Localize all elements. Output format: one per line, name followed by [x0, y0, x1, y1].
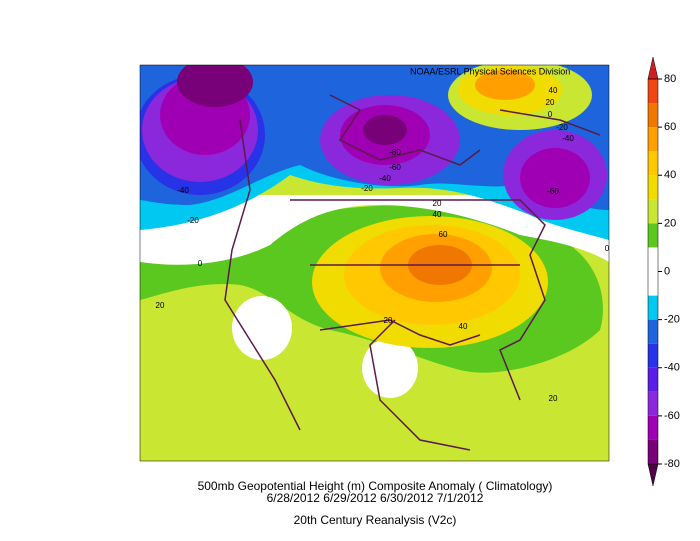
map — [140, 65, 609, 461]
colorbar-tick-label: -20 — [664, 314, 680, 326]
anomaly-zone — [232, 296, 292, 360]
contour-label: -40 — [562, 134, 574, 143]
contour-label: 0 — [198, 259, 203, 268]
contour-label: 0 — [548, 110, 553, 119]
colorbar-segment — [648, 223, 658, 248]
credit: NOAA/ESRL Physical Sciences Division — [410, 66, 570, 76]
contour-label: 20 — [549, 394, 558, 403]
map-frame — [139, 64, 610, 462]
colorbar-segment — [648, 391, 658, 416]
colorbar-segment — [648, 343, 658, 368]
colorbar-segment — [648, 199, 658, 224]
colorbar-segment — [648, 367, 658, 392]
contour-label: 0 — [605, 244, 610, 253]
colorbar-tick-label: -80 — [664, 458, 680, 470]
caption-title: 500mb Geopotential Height (m) Composite … — [198, 479, 553, 493]
anomaly-zone — [363, 115, 407, 145]
colorbar-segment — [648, 439, 658, 464]
contour-label: -20 — [556, 123, 568, 132]
anomaly-zone — [177, 65, 253, 107]
contour-label: 40 — [549, 86, 558, 95]
colorbar-tick-label: 20 — [664, 217, 676, 229]
colorbar-segment — [648, 271, 658, 296]
land-outline — [329, 94, 601, 166]
colorbar-segment — [648, 247, 658, 272]
colorbar-tick-label: 60 — [664, 121, 676, 133]
contour-label: -20 — [187, 216, 199, 225]
contour-label: 40 — [433, 210, 442, 219]
anomaly-zone — [362, 338, 418, 398]
colorbar-tick-label: 40 — [664, 169, 676, 181]
caption-source: 20th Century Reanalysis (V2c) — [294, 513, 457, 527]
colorbar-segment — [648, 127, 658, 152]
colorbar-segment — [648, 319, 658, 344]
land-outline — [224, 119, 546, 451]
contour-label: 20 — [156, 301, 165, 310]
colorbar-segment — [648, 415, 658, 440]
caption-dates: 6/28/2012 6/29/2012 6/30/2012 7/1/2012 — [267, 491, 484, 505]
contour-label: 20 — [433, 199, 442, 208]
contour-label: -60 — [389, 163, 401, 172]
colorbar-segment — [648, 79, 658, 104]
colorbar-segment — [648, 103, 658, 128]
contour-label: -40 — [177, 186, 189, 195]
contour-label: -60 — [547, 187, 559, 196]
contour-label: 20 — [546, 98, 555, 107]
colorbar-segment — [648, 295, 658, 320]
anomaly-zone — [475, 70, 535, 100]
colorbar-tick-label: -60 — [664, 410, 680, 422]
colorbar-tick-label: 80 — [664, 73, 676, 85]
colorbar-segment — [648, 151, 658, 176]
contour-label: 60 — [439, 230, 448, 239]
colorbar-tick-label: -40 — [664, 362, 680, 374]
contour-label: -20 — [361, 184, 373, 193]
contour-label: 40 — [459, 322, 468, 331]
colorbar-end — [647, 56, 659, 80]
anomaly-zone — [140, 195, 609, 265]
anomaly-zone — [520, 148, 590, 208]
colorbar-segment — [648, 175, 658, 200]
contour-label: 20 — [384, 316, 393, 325]
colorbar-tick-label: 0 — [664, 265, 670, 277]
contour-label: -80 — [389, 148, 401, 157]
colorbar-end — [647, 463, 659, 487]
contour-label: -40 — [379, 174, 391, 183]
